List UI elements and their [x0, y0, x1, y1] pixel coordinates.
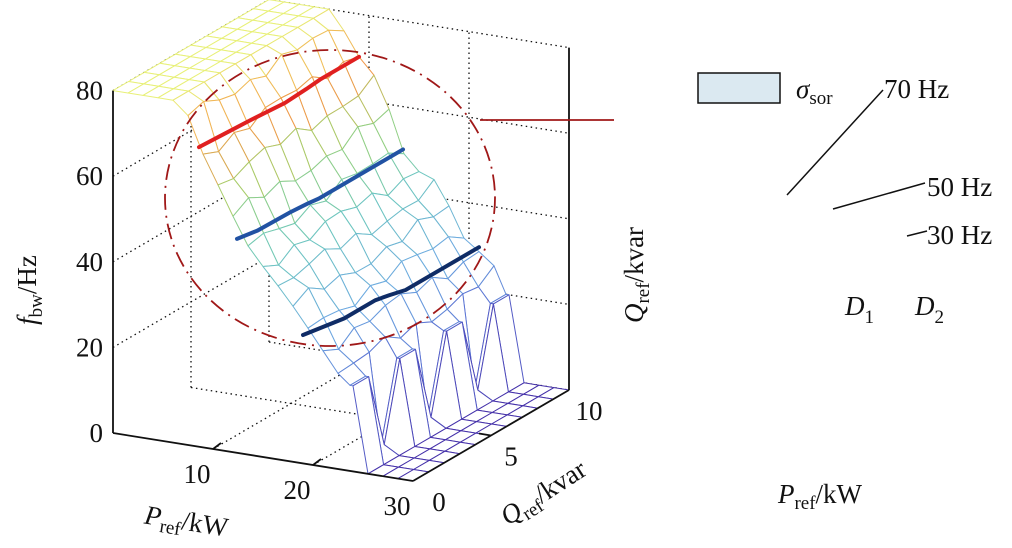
surface-chart: 0 20 40 60 80 10 20 30 0 5 10: [76, 0, 614, 521]
z-tick-label: 0: [90, 418, 104, 448]
contour-line-50hz: [235, 147, 405, 241]
highlight-ellipse: [164, 49, 496, 347]
legend-label-sigma-sor: σsor: [796, 74, 833, 109]
leader-30hz: [906, 230, 928, 237]
x-tick-label: 20: [284, 475, 311, 505]
x-tick-label: 30: [384, 491, 411, 521]
contour-line-30hz: [301, 245, 481, 337]
x-axis-tick: [212, 442, 222, 450]
label-70hz: 70 Hz: [884, 74, 949, 104]
surface-mesh: [112, 0, 570, 482]
z-tick-label: 60: [76, 161, 103, 191]
label-30hz: 30 Hz: [927, 220, 992, 250]
x-tick-label: 10: [184, 459, 211, 489]
z-tick-label: 80: [76, 76, 103, 106]
leader-70hz: [786, 89, 884, 196]
right-y-axis-title: Qref/kvar: [619, 227, 654, 323]
x-axis-line: [112, 432, 414, 482]
grid-floor-back-edge: [268, 341, 570, 391]
x-axis-tick: [312, 458, 322, 466]
y-tick-label: 10: [576, 396, 603, 426]
y-tick-label: 0: [432, 487, 446, 517]
contour-line-70hz: [197, 54, 361, 150]
leader-50hz: [832, 182, 926, 210]
point-label-d1: D1: [844, 291, 874, 328]
y-tick-label: 5: [504, 442, 518, 472]
z-axis-title: fbw/Hz: [12, 255, 47, 325]
x-axis-title: Pref/kW: [141, 500, 231, 548]
point-label-d2: D2: [914, 291, 944, 328]
grid-floor-line: [190, 386, 492, 437]
z-tick-label: 40: [76, 247, 103, 277]
label-50hz: 50 Hz: [927, 172, 992, 202]
legend-swatch-sigma-sor: [697, 72, 781, 104]
right-x-axis-title: Pref/kW: [777, 479, 863, 514]
z-tick-label: 20: [76, 332, 103, 362]
y-axis-tick: [478, 432, 492, 437]
